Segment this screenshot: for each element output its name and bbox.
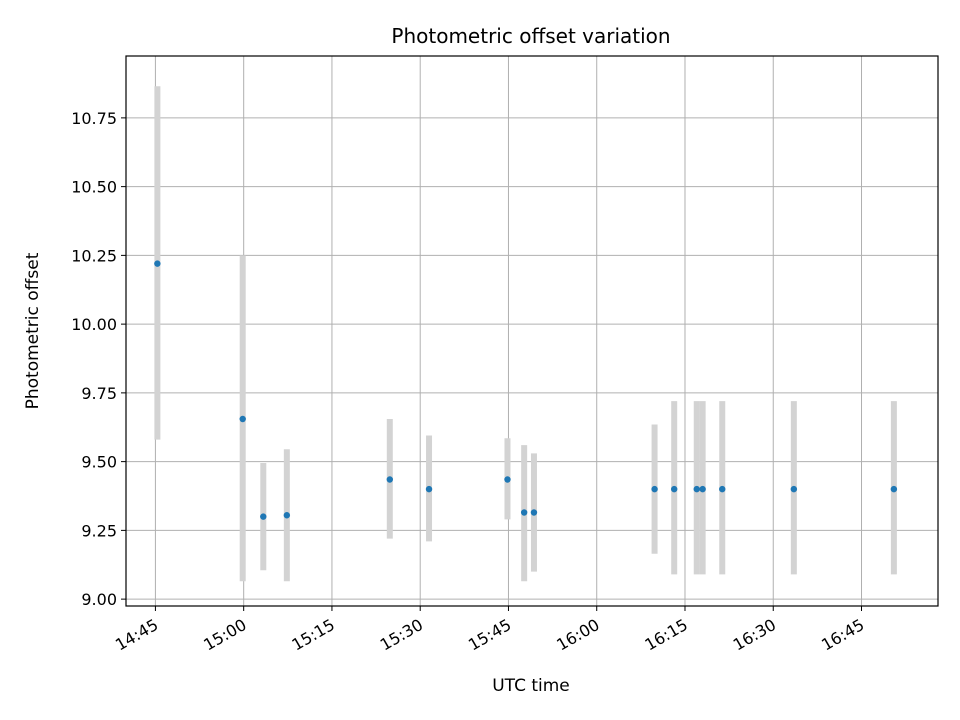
y-tick-label: 9.00 xyxy=(81,590,117,609)
y-tick-label: 9.50 xyxy=(81,453,117,472)
data-point xyxy=(651,485,658,493)
y-axis-ticks: 9.00 9.25 9.50 9.75 10.00 10.25 10.50 10.75 xyxy=(71,109,126,609)
data-point xyxy=(699,485,706,493)
x-tick-label: 15:15 xyxy=(289,615,338,655)
y-tick-label: 9.75 xyxy=(81,384,117,403)
y-axis-title: Photometric offset xyxy=(23,252,43,409)
x-tick-label: 15:30 xyxy=(377,615,426,655)
data-point xyxy=(260,513,267,520)
data-point xyxy=(890,485,898,493)
data-point xyxy=(154,260,161,267)
x-axis-ticks: 14:45 15:00 15:15 15:30 15:45 16:00 16:15 16:30… xyxy=(112,606,868,655)
data-points xyxy=(154,260,898,520)
x-tick-label: 14:45 xyxy=(112,615,161,655)
data-point xyxy=(719,485,726,493)
data-point xyxy=(693,485,700,493)
y-tick-label: 10.75 xyxy=(71,109,117,128)
errorbars xyxy=(154,86,897,582)
data-point xyxy=(239,415,246,423)
x-tick-label: 16:15 xyxy=(642,615,691,655)
data-point xyxy=(425,485,433,493)
x-tick-label: 16:30 xyxy=(730,615,779,655)
data-point xyxy=(530,509,538,516)
data-point xyxy=(670,485,678,493)
y-tick-label: 10.25 xyxy=(71,246,117,265)
data-point xyxy=(283,512,291,519)
data-point xyxy=(504,476,511,483)
x-tick-label: 16:00 xyxy=(553,615,602,655)
y-tick-label: 10.00 xyxy=(71,315,117,334)
x-axis-title: UTC time xyxy=(492,676,570,696)
chart-title: Photometric offset variation xyxy=(391,24,670,48)
data-point xyxy=(386,476,394,483)
x-tick-label: 16:45 xyxy=(818,615,867,655)
y-tick-label: 10.50 xyxy=(71,178,117,197)
y-tick-label: 9.25 xyxy=(81,521,117,540)
x-tick-label: 15:00 xyxy=(200,615,249,655)
x-tick-label: 15:45 xyxy=(465,615,514,655)
data-point xyxy=(790,485,798,493)
plot-frame xyxy=(125,55,939,607)
data-point xyxy=(520,509,528,516)
